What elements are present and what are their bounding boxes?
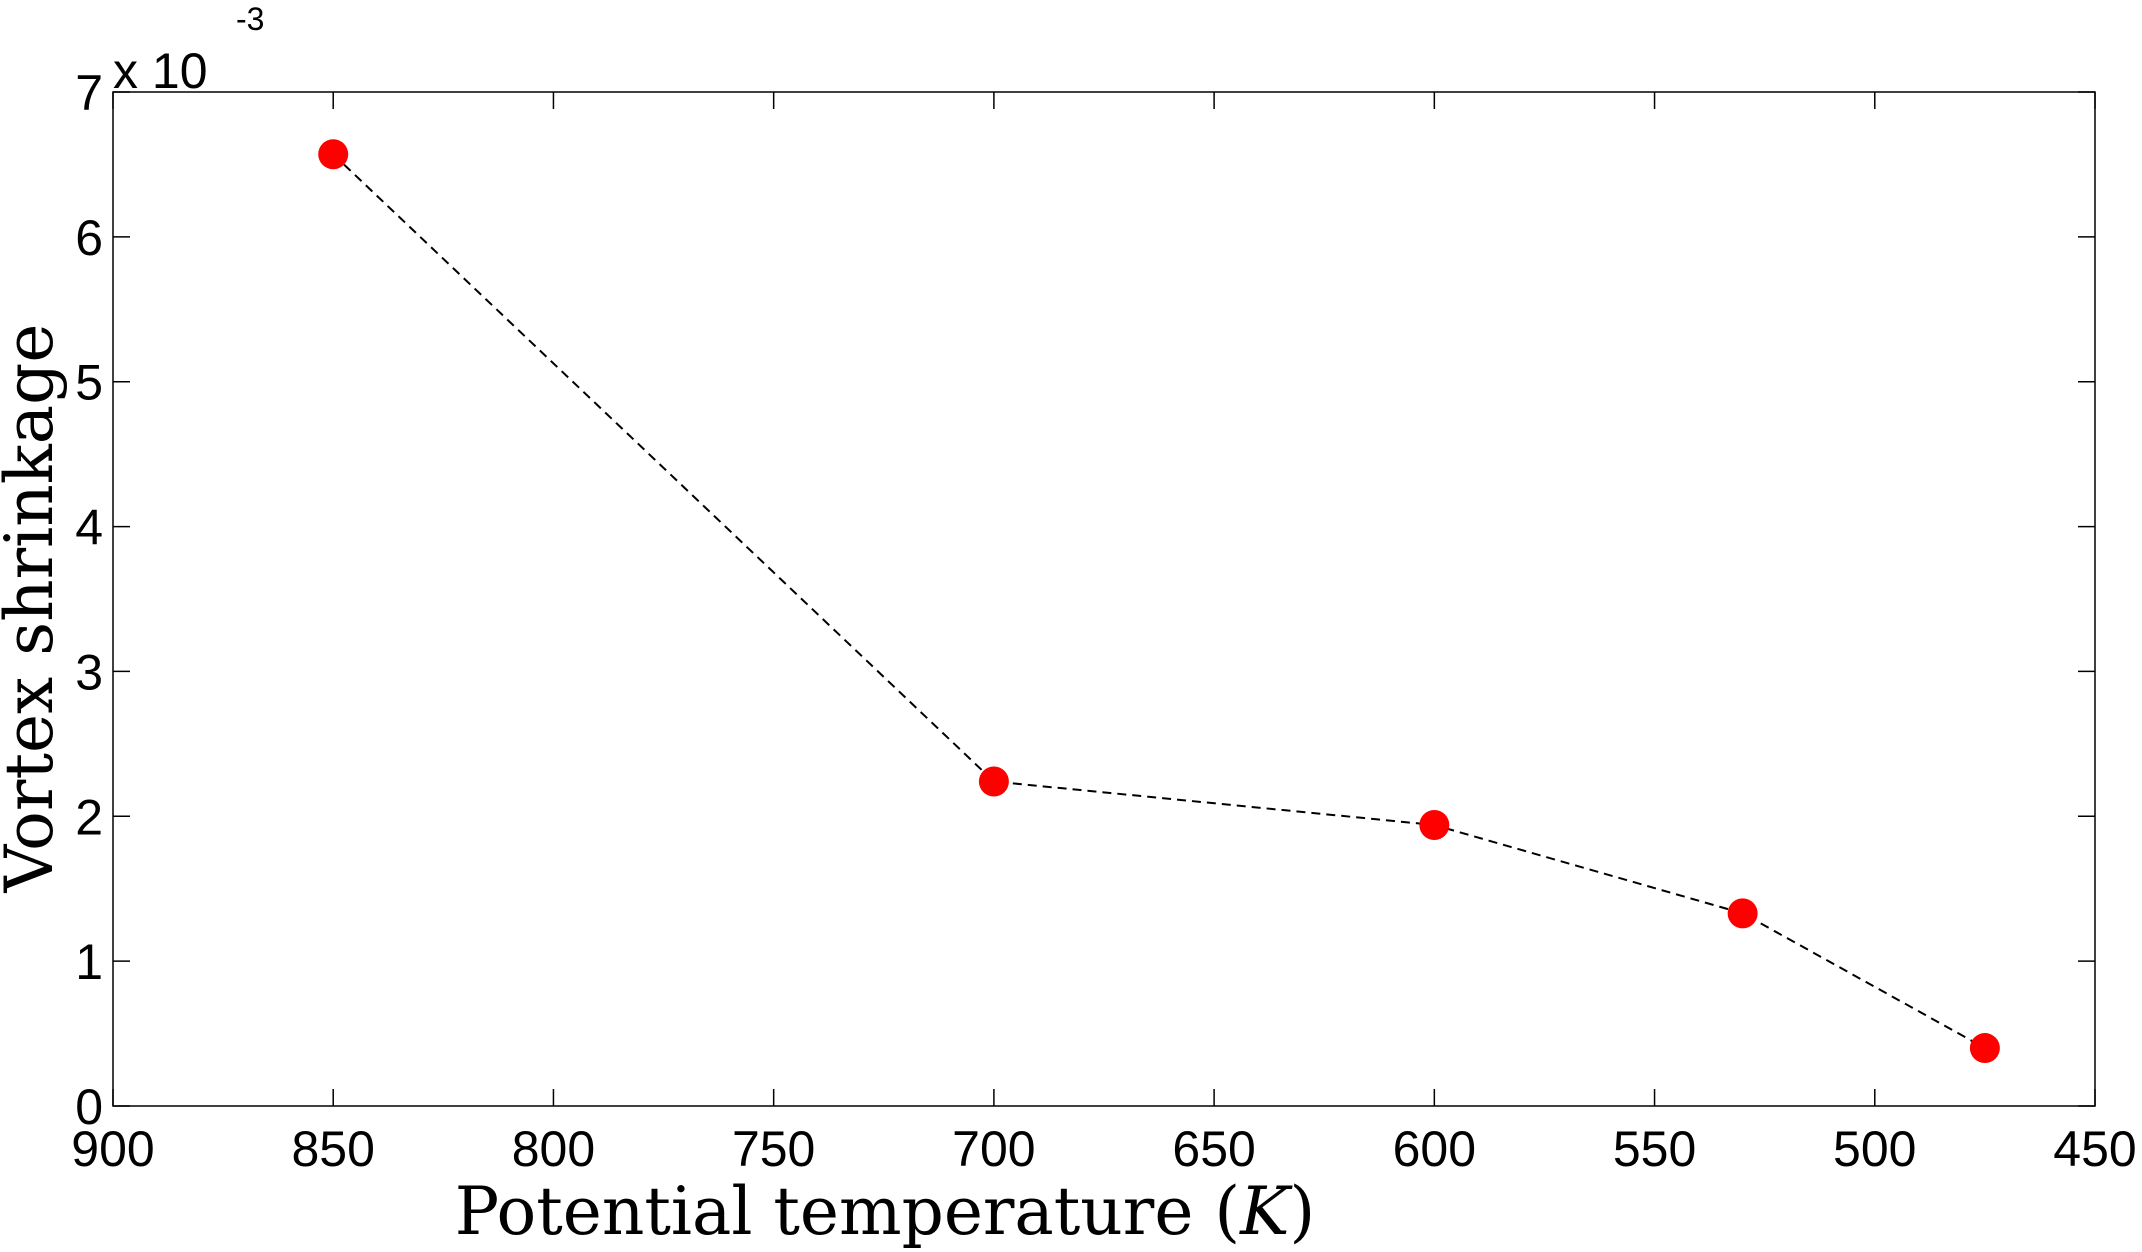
x-axis-title: Potential temperature (K) <box>455 1173 1315 1250</box>
x-tick-label: 750 <box>732 1121 815 1177</box>
x-tick-label: 600 <box>1393 1121 1476 1177</box>
x-axis-title-variable: K <box>1239 1173 1293 1250</box>
y-tick-label: 0 <box>75 1079 103 1135</box>
data-point <box>978 766 1009 797</box>
y-axis-multiplier: x 10 <box>113 43 208 99</box>
labels: x 10 -3 Potential temperature (K) Vortex… <box>0 1 1315 1250</box>
x-tick-label: 500 <box>1833 1121 1916 1177</box>
y-tick-label: 3 <box>75 644 103 700</box>
y-tick-label: 4 <box>75 500 103 556</box>
ticks: 900 850 800 750 700 650 600 550 500 450 0 1 2 3 4 5 6 7 <box>71 65 2136 1177</box>
data-point <box>318 139 349 170</box>
y-tick-label: 6 <box>75 210 103 266</box>
y-axis-multiplier-exponent: -3 <box>236 1 264 37</box>
x-tick-label: 900 <box>71 1121 154 1177</box>
x-tick-label: 850 <box>292 1121 375 1177</box>
plot-frame <box>112 91 2096 1107</box>
data-point <box>1969 1033 2000 1064</box>
series-layer <box>318 139 2000 1064</box>
x-tick-label: 450 <box>2053 1121 2136 1177</box>
x-axis-title-text: Potential temperature ( <box>455 1173 1240 1250</box>
data-point <box>1727 898 1758 929</box>
x-axis-title-suffix: ) <box>1289 1173 1315 1250</box>
data-point <box>1419 809 1450 840</box>
y-tick-label: 2 <box>75 789 103 845</box>
y-tick-label: 1 <box>75 934 103 990</box>
axes <box>112 91 2096 1107</box>
x-tick-label: 650 <box>1172 1121 1255 1177</box>
y-tick-label: 5 <box>75 355 103 411</box>
x-tick-label: 700 <box>952 1121 1035 1177</box>
y-tick-label: 7 <box>75 65 103 121</box>
x-tick-label: 800 <box>512 1121 595 1177</box>
x-tick-label: 550 <box>1613 1121 1696 1177</box>
y-axis-title: Vortex shrinkage <box>0 324 68 894</box>
